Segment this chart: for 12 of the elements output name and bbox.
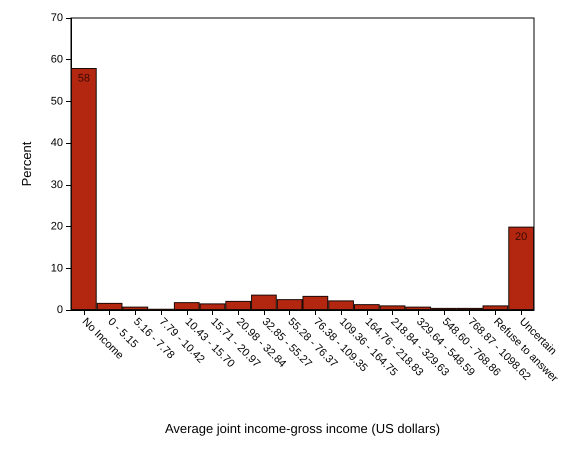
x-axis-title: Average joint income-gross income (US dollars) [164, 421, 440, 436]
y-tick-label: 20 [50, 220, 63, 233]
y-tick-label: 30 [50, 178, 63, 191]
y-tick-label: 60 [50, 54, 63, 66]
y-tick-label: 70 [50, 12, 63, 24]
y-tick-label: 0 [56, 304, 63, 316]
data-label: 20 [515, 231, 528, 244]
y-tick-label: 40 [50, 137, 63, 150]
y-axis-title: Percent [19, 141, 34, 186]
y-tick-label: 50 [50, 95, 63, 108]
y-tick-label: 10 [50, 262, 63, 274]
data-label: 58 [78, 72, 90, 85]
